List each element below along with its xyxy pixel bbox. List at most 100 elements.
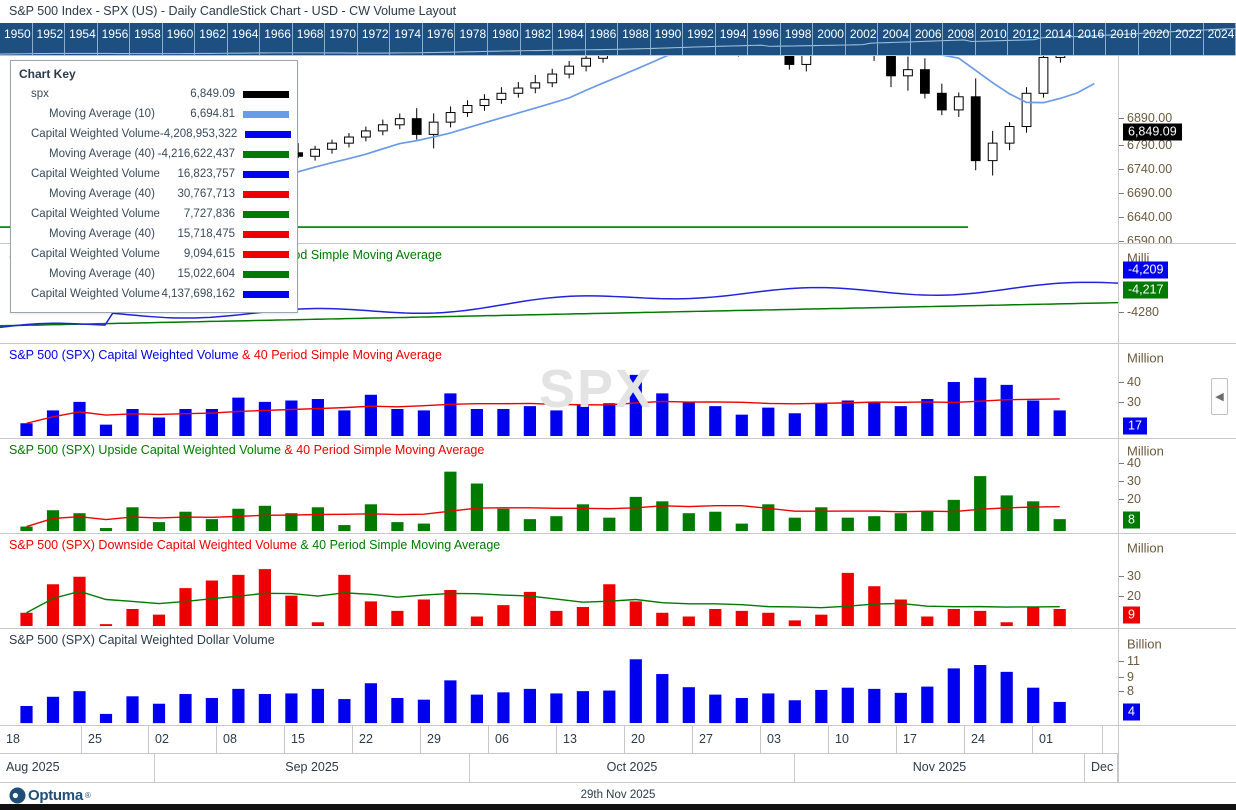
navigator-year-1982[interactable]: 1982 — [521, 23, 554, 55]
navigator-year-1950[interactable]: 1950 — [0, 23, 33, 55]
navigator-year-1966[interactable]: 1966 — [260, 23, 293, 55]
date-axis-day[interactable]: 02 — [149, 726, 217, 753]
panel-title-segment: & 40 Period Simple Moving Average — [296, 538, 501, 552]
date-axis-month[interactable]: Oct 2025 — [470, 754, 795, 782]
chart-key-row[interactable]: Capital Weighted Volume 4,137,698,162 — [19, 284, 289, 304]
navigator-year-1964[interactable]: 1964 — [228, 23, 261, 55]
navigator-year-1998[interactable]: 1998 — [781, 23, 814, 55]
navigator-year-1956[interactable]: 1956 — [98, 23, 131, 55]
date-axis-month[interactable]: Dec — [1085, 754, 1118, 782]
date-axis-day[interactable]: 15 — [285, 726, 353, 753]
chart-key-row[interactable]: Capital Weighted Volume 9,094,615 — [19, 244, 289, 264]
date-axis-day[interactable]: 24 — [965, 726, 1033, 753]
chart-key-row[interactable]: Moving Average (10) 6,694.81 — [19, 104, 289, 124]
date-axis-day[interactable]: 27 — [693, 726, 761, 753]
date-axis[interactable]: 18 25 02 08 15 22 29 06 13 20 27 03 10 17 24 01 Aug 202… — [0, 726, 1236, 782]
chart-key-color-swatch — [243, 170, 289, 178]
navigator-year-2010[interactable]: 2010 — [976, 23, 1009, 55]
date-axis-month[interactable]: Aug 2025 — [0, 754, 155, 782]
panel-cw-volume[interactable]: S&P 500 (SPX) Capital Weighted Volume & … — [0, 344, 1236, 439]
plot-area-cw-volume[interactable] — [0, 344, 1118, 438]
date-axis-day[interactable]: 25 — [82, 726, 149, 753]
date-axis-month[interactable]: Sep 2025 — [155, 754, 470, 782]
navigator-year-1980[interactable]: 1980 — [488, 23, 521, 55]
chart-key-panel[interactable]: Chart Key spx 6,849.09 Moving Average (10)… — [10, 60, 298, 313]
chart-key-row[interactable]: Moving Average (40) 30,767,713 — [19, 184, 289, 204]
chart-key-rows: spx 6,849.09 Moving Average (10) 6,694.81 Ca… — [19, 84, 292, 304]
navigator-year-2018[interactable]: 2018 — [1106, 23, 1139, 55]
date-axis-day[interactable]: 17 — [897, 726, 965, 753]
y-axis-upside-cw-volume[interactable]: Million 40 30 20 8 — [1118, 439, 1236, 533]
navigator-year-1972[interactable]: 1972 — [358, 23, 391, 55]
date-axis-day[interactable]: 18 — [0, 726, 82, 753]
navigator-year-1962[interactable]: 1962 — [195, 23, 228, 55]
chart-key-row[interactable]: Capital Weighted Volume -4,208,953,322 — [19, 124, 292, 144]
date-axis-day[interactable]: 22 — [353, 726, 421, 753]
navigator-year-1974[interactable]: 1974 — [390, 23, 423, 55]
panel-downside-cw-volume[interactable]: S&P 500 (SPX) Downside Capital Weighted … — [0, 534, 1236, 629]
navigator-year-1968[interactable]: 1968 — [293, 23, 326, 55]
navigator-year-1978[interactable]: 1978 — [455, 23, 488, 55]
navigator-year-1952[interactable]: 1952 — [33, 23, 66, 55]
y-axis-price[interactable]: 6890.00 6790.00 6740.00 6690.00 6640.00 6590.… — [1118, 56, 1236, 243]
navigator-year-1988[interactable]: 1988 — [618, 23, 651, 55]
navigator-year-2002[interactable]: 2002 — [846, 23, 879, 55]
navigator-year-list[interactable]: 1950 1952 1954 1956 1958 1960 1962 1964 1966 1968… — [0, 23, 1236, 55]
panel-upside-cw-volume[interactable]: S&P 500 (SPX) Upside Capital Weighted Vo… — [0, 439, 1236, 534]
date-axis-day[interactable]: 06 — [489, 726, 557, 753]
chart-key-row[interactable]: Capital Weighted Volume 16,823,757 — [19, 164, 289, 184]
navigator-year-2008[interactable]: 2008 — [943, 23, 976, 55]
navigator-year-1996[interactable]: 1996 — [748, 23, 781, 55]
navigator-year-2014[interactable]: 2014 — [1041, 23, 1074, 55]
year-navigator[interactable]: 1950 1952 1954 1956 1958 1960 1962 1964 1966 1968… — [0, 23, 1236, 56]
navigator-year-2022[interactable]: 2022 — [1171, 23, 1204, 55]
plot-area-downside-cw-volume[interactable] — [0, 534, 1118, 628]
navigator-year-1992[interactable]: 1992 — [683, 23, 716, 55]
date-axis-month[interactable]: Nov 2025 — [795, 754, 1085, 782]
navigator-year-1976[interactable]: 1976 — [423, 23, 456, 55]
chevron-left-icon[interactable]: ◀ — [1211, 378, 1228, 415]
y-axis-tick: 30 — [1119, 569, 1141, 583]
navigator-year-1958[interactable]: 1958 — [130, 23, 163, 55]
navigator-year-1954[interactable]: 1954 — [65, 23, 98, 55]
date-axis-day[interactable]: 29 — [421, 726, 489, 753]
y-axis-tick: 9 — [1119, 670, 1134, 684]
navigator-year-2020[interactable]: 2020 — [1139, 23, 1172, 55]
chart-key-row[interactable]: Moving Average (40) 15,022,604 — [19, 264, 289, 284]
navigator-year-1970[interactable]: 1970 — [325, 23, 358, 55]
chart-key-row[interactable]: Moving Average (40) 15,718,475 — [19, 224, 289, 244]
navigator-year-2004[interactable]: 2004 — [878, 23, 911, 55]
date-axis-day[interactable]: 08 — [217, 726, 285, 753]
plot-area-cw-volume-cumulative[interactable] — [0, 244, 1118, 343]
y-axis-value-badge: -4,217 — [1123, 281, 1169, 299]
navigator-year-2000[interactable]: 2000 — [813, 23, 846, 55]
y-axis-cw-dollar-volume[interactable]: Billion 11 9 8 4 — [1118, 629, 1236, 725]
date-axis-day[interactable]: 13 — [557, 726, 625, 753]
date-axis-day[interactable]: 20 — [625, 726, 693, 753]
plot-area-upside-cw-volume[interactable] — [0, 439, 1118, 533]
y-axis-tick: 40 — [1119, 375, 1141, 389]
chart-key-row[interactable]: spx 6,849.09 — [19, 84, 289, 104]
navigator-year-2024[interactable]: 2024 — [1204, 23, 1236, 55]
navigator-year-1990[interactable]: 1990 — [651, 23, 684, 55]
y-axis-cw-volume-cumulative[interactable]: Milli -4280 -4,209 -4,217 — [1118, 244, 1236, 343]
date-axis-days[interactable]: 18 25 02 08 15 22 29 06 13 20 27 03 10 17 24 01 — [0, 726, 1236, 754]
chart-key-row[interactable]: Moving Average (40) -4,216,622,437 — [19, 144, 289, 164]
navigator-year-1960[interactable]: 1960 — [163, 23, 196, 55]
date-axis-day[interactable]: 03 — [761, 726, 829, 753]
chart-key-title: Chart Key — [19, 67, 76, 81]
plot-area-cw-dollar-volume[interactable] — [0, 629, 1118, 725]
chart-key-row[interactable]: Capital Weighted Volume 7,727,836 — [19, 204, 289, 224]
y-axis-downside-cw-volume[interactable]: Million 30 20 9 — [1118, 534, 1236, 628]
navigator-year-1986[interactable]: 1986 — [586, 23, 619, 55]
navigator-year-2016[interactable]: 2016 — [1074, 23, 1107, 55]
date-axis-months[interactable]: Aug 2025 Sep 2025 Oct 2025 Nov 2025 Dec — [0, 754, 1236, 782]
navigator-year-1994[interactable]: 1994 — [716, 23, 749, 55]
navigator-year-1984[interactable]: 1984 — [553, 23, 586, 55]
panel-cw-dollar-volume[interactable]: S&P 500 (SPX) Capital Weighted Dollar Vo… — [0, 629, 1236, 726]
date-axis-day[interactable]: 01 — [1033, 726, 1103, 753]
navigator-year-2006[interactable]: 2006 — [911, 23, 944, 55]
navigator-year-2012[interactable]: 2012 — [1008, 23, 1041, 55]
chart-key-label: Capital Weighted Volume — [31, 288, 160, 300]
date-axis-day[interactable]: 10 — [829, 726, 897, 753]
